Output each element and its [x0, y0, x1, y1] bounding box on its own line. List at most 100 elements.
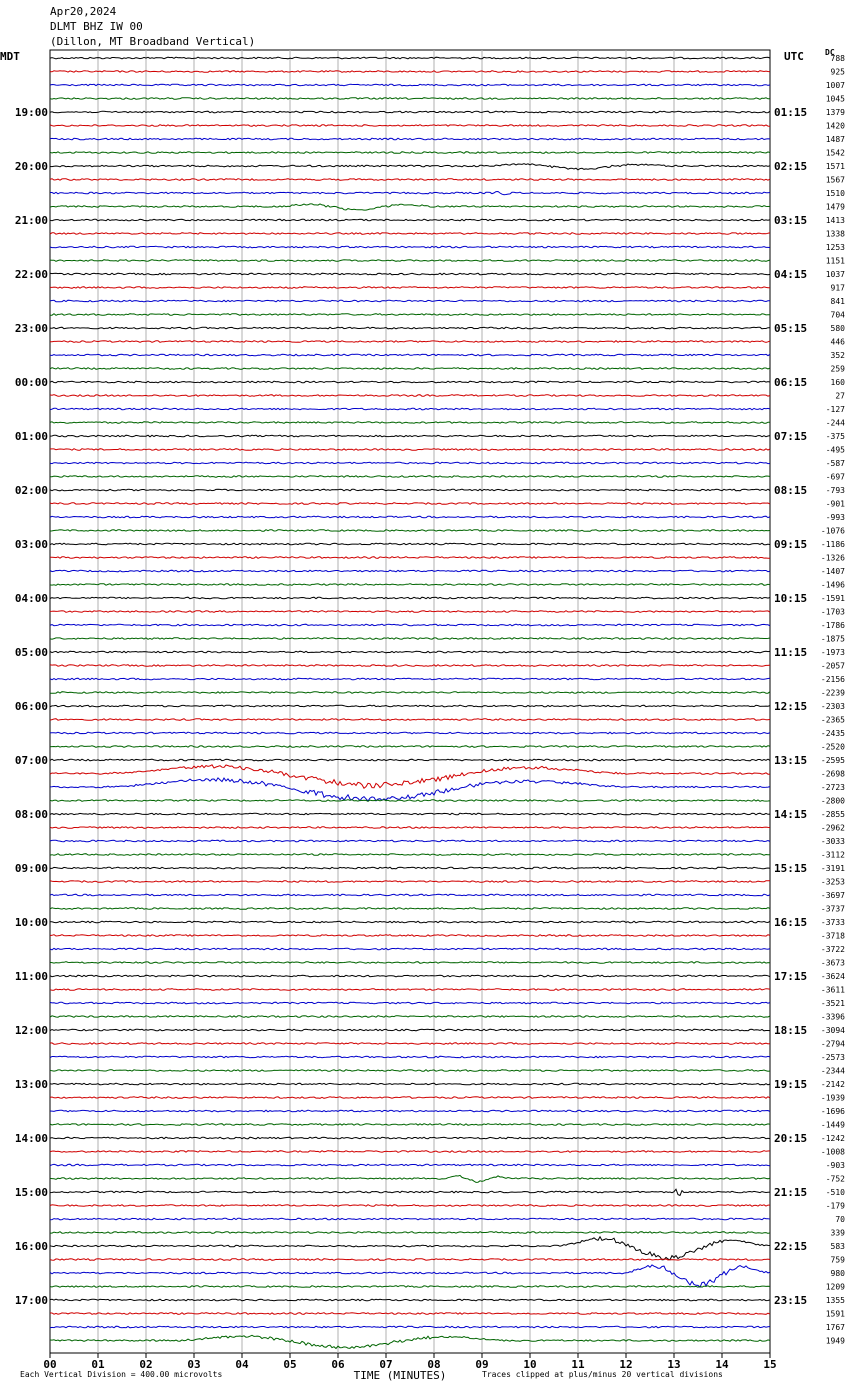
dc-offset-label: -3112: [821, 851, 845, 860]
left-hour-label: 23:00: [15, 322, 48, 335]
dc-offset-label: 160: [831, 378, 846, 387]
trace-row: [49, 1204, 770, 1207]
dc-offset-label: -2239: [821, 689, 845, 698]
trace-row: [49, 893, 771, 897]
dc-offset-label: 339: [831, 1229, 846, 1238]
x-tick-label: 12: [619, 1358, 632, 1371]
dc-offset-label: -903: [826, 1161, 845, 1170]
trace-row: [49, 664, 771, 667]
dc-offset-label: -1696: [821, 1107, 845, 1116]
trace-row: [49, 1001, 771, 1005]
dc-offset-label: -1076: [821, 527, 845, 536]
dc-label: DC: [825, 48, 835, 57]
header-date: Apr20,2024: [50, 5, 117, 18]
dc-offset-label: -3697: [821, 891, 845, 900]
dc-offset-label: -375: [826, 432, 845, 441]
dc-offset-label: 788: [831, 54, 846, 63]
dc-offset-label: 980: [831, 1269, 846, 1278]
left-hour-label: 17:00: [15, 1294, 48, 1307]
right-hour-label: 10:15: [774, 592, 807, 605]
dc-offset-label: 1037: [826, 270, 845, 279]
dc-offset-label: 759: [831, 1256, 846, 1265]
dc-offset-label: -3611: [821, 986, 845, 995]
dc-offset-label: -2520: [821, 743, 845, 752]
left-hour-label: 01:00: [15, 430, 48, 443]
dc-offset-label: -1449: [821, 1121, 845, 1130]
dc-offset-label: -3396: [821, 1013, 845, 1022]
dc-offset-label: -993: [826, 513, 845, 522]
dc-offset-label: 1379: [826, 108, 845, 117]
trace-row: [49, 826, 771, 829]
trace-row: [49, 407, 771, 411]
trace-row: [49, 461, 771, 465]
dc-offset-label: 1487: [826, 135, 845, 144]
trace-row: [49, 1235, 771, 1261]
dc-offset-label: -2142: [821, 1080, 845, 1089]
dc-offset-label: -1242: [821, 1134, 845, 1143]
trace-row: [49, 178, 771, 181]
trace-row: [49, 326, 770, 330]
dc-offset-label: -1939: [821, 1094, 845, 1103]
dc-offset-label: -3737: [821, 905, 845, 914]
dc-offset-label: -2855: [821, 810, 845, 819]
trace-row: [49, 1123, 771, 1126]
right-timezone-label: UTC: [784, 50, 804, 63]
left-hour-label: 09:00: [15, 862, 48, 875]
dc-offset-label: 1767: [826, 1323, 845, 1332]
trace-row: [49, 583, 771, 586]
x-tick-label: 11: [571, 1358, 585, 1371]
x-tick-label: 04: [235, 1358, 249, 1371]
trace-row: [49, 1055, 771, 1059]
trace-row: [50, 190, 771, 196]
dc-offset-label: 1151: [826, 257, 845, 266]
trace-row: [50, 313, 771, 316]
trace-row: [49, 515, 771, 519]
x-tick-label: 09: [475, 1358, 488, 1371]
dc-offset-label: 925: [831, 68, 846, 77]
dc-offset-label: -901: [826, 500, 845, 509]
dc-offset-label: -3191: [821, 864, 845, 873]
trace-row: [49, 1042, 771, 1045]
dc-offset-label: -510: [826, 1188, 845, 1197]
dc-offset-label: -1591: [821, 594, 845, 603]
trace-row: [49, 502, 771, 505]
x-tick-label: 02: [139, 1358, 152, 1371]
dc-offset-label: 1355: [826, 1296, 845, 1305]
dc-offset-label: -495: [826, 446, 845, 455]
left-hour-label: 16:00: [15, 1240, 48, 1253]
trace-row: [49, 745, 771, 748]
trace-row: [49, 529, 771, 532]
trace-row: [49, 394, 771, 397]
dc-offset-label: -1186: [821, 540, 845, 549]
x-tick-label: 01: [91, 1358, 105, 1371]
left-hour-label: 06:00: [15, 700, 48, 713]
dc-offset-label: -2723: [821, 783, 845, 792]
trace-row: [49, 907, 771, 910]
trace-row: [49, 988, 771, 991]
left-hour-label: 04:00: [15, 592, 48, 605]
trace-row: [49, 1264, 771, 1289]
trace-row: [49, 110, 771, 114]
trace-row: [49, 218, 771, 222]
right-hour-label: 04:15: [774, 268, 807, 281]
dc-offset-label: 1413: [826, 216, 845, 225]
dc-offset-label: -2057: [821, 662, 845, 671]
dc-offset-label: -2156: [821, 675, 845, 684]
trace-row: [49, 259, 771, 262]
right-hour-label: 12:15: [774, 700, 807, 713]
dc-offset-label: -3033: [821, 837, 845, 846]
trace-row: [49, 353, 771, 357]
x-tick-label: 05: [283, 1358, 296, 1371]
dc-offset-label: -1786: [821, 621, 845, 630]
dc-offset-label: 1209: [826, 1283, 845, 1292]
scale-note: Each Vertical Division = 400.00 microvol…: [20, 1370, 223, 1379]
trace-row: [49, 812, 771, 816]
dc-offset-label: 352: [831, 351, 846, 360]
trace-row: [49, 1028, 771, 1032]
trace-row: [49, 947, 771, 951]
dc-offset-label: 1420: [826, 122, 845, 131]
trace-row: [49, 1188, 771, 1197]
trace-row: [49, 650, 771, 654]
right-hour-label: 16:15: [774, 916, 807, 929]
